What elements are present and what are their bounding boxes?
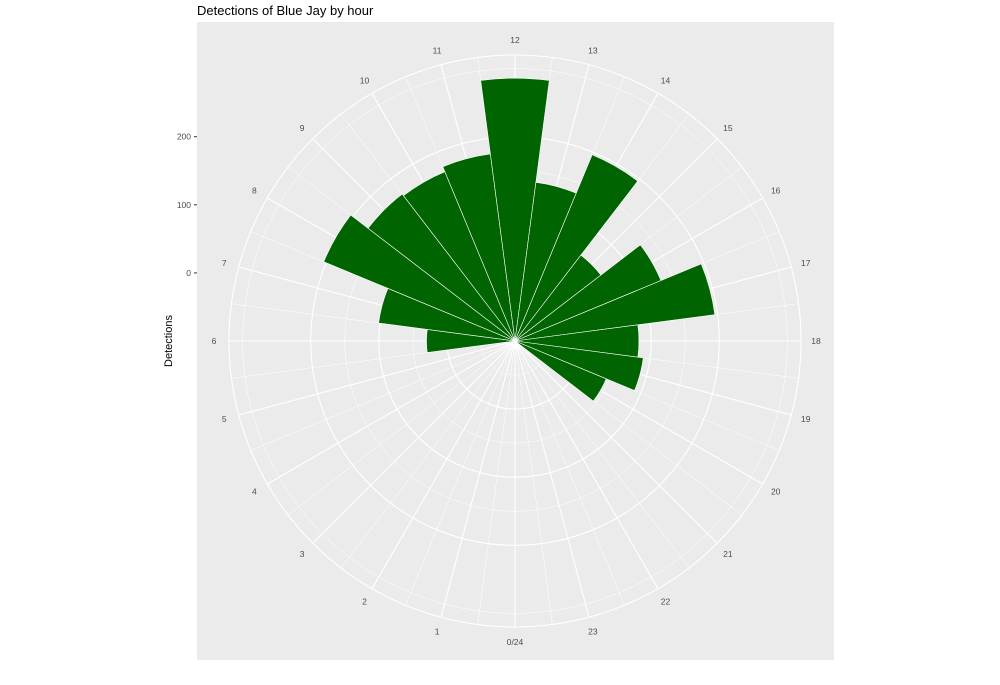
minor-spoke (287, 340, 516, 516)
hour-label: 18 (811, 336, 821, 346)
minor-spoke (477, 340, 516, 625)
hour-label: 19 (801, 414, 811, 424)
major-spoke (267, 340, 516, 485)
minor-ring (242, 68, 788, 614)
bar-8 (323, 214, 516, 342)
hour-label: 10 (360, 75, 370, 85)
hour-label: 7 (222, 258, 227, 268)
hour-label: 22 (661, 597, 671, 607)
minor-spoke (514, 340, 625, 606)
hour-label: 1 (435, 627, 440, 637)
minor-spoke (340, 340, 516, 569)
hour-label: 8 (252, 186, 257, 196)
hour-label: 16 (771, 186, 781, 196)
hour-label: 0/24 (507, 637, 524, 647)
outer-ring (228, 54, 802, 628)
bar-17 (514, 263, 716, 342)
bar-14 (514, 154, 639, 342)
hour-label: 12 (510, 35, 520, 45)
major-spoke (371, 340, 516, 589)
hour-label: 14 (661, 75, 671, 85)
minor-spoke (405, 340, 516, 606)
hour-label: 17 (801, 258, 811, 268)
hour-label: 13 (588, 45, 598, 55)
hour-label: 6 (212, 336, 217, 346)
hour-label: 2 (362, 597, 367, 607)
hour-label: 4 (252, 487, 257, 497)
minor-spoke (250, 340, 516, 451)
major-spoke (440, 340, 516, 618)
hour-label: 3 (300, 549, 305, 559)
major-spoke (514, 340, 718, 544)
hour-label: 9 (300, 123, 305, 133)
y-tick-label: 200 (177, 132, 191, 142)
major-spoke (514, 340, 659, 589)
bar-19 (514, 340, 644, 391)
bar-9 (367, 193, 516, 342)
bar-20 (514, 340, 607, 402)
minor-spoke (514, 340, 553, 625)
hour-label: 21 (723, 549, 733, 559)
y-tick-label: 100 (177, 200, 191, 210)
chart-title: Detections of Blue Jay by hour (197, 3, 374, 18)
major-spoke (238, 340, 516, 416)
hour-label: 5 (222, 414, 227, 424)
minor-spoke (514, 340, 690, 569)
hour-label: 11 (433, 45, 442, 55)
major-spoke (312, 340, 516, 544)
hour-label: 23 (588, 627, 598, 637)
major-spoke (514, 340, 590, 618)
y-tick-label: 0 (186, 268, 191, 278)
hour-label: 20 (771, 487, 781, 497)
bar-12 (480, 77, 550, 342)
hour-label: 15 (723, 123, 733, 133)
